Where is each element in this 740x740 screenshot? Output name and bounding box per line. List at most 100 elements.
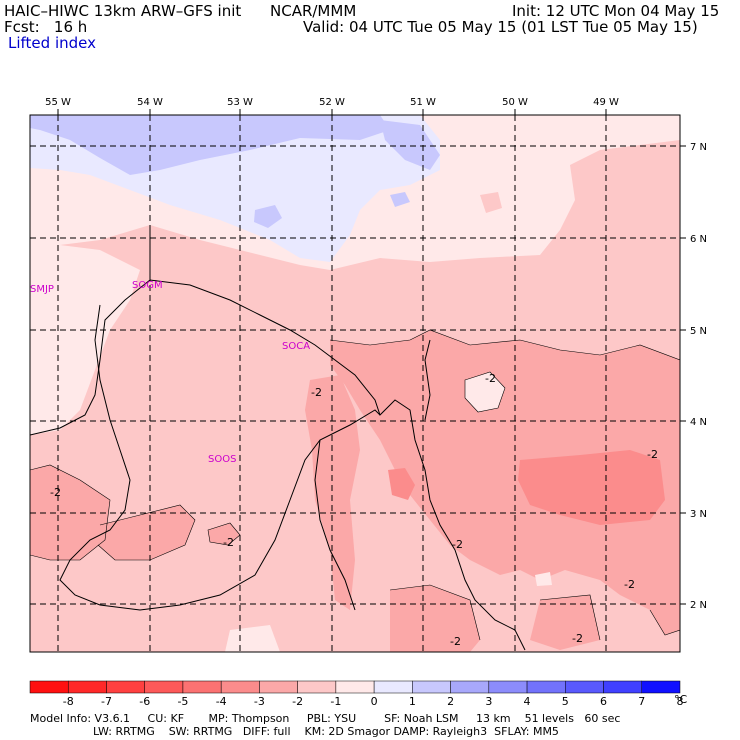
- contour-minus2-ring: [464, 371, 506, 413]
- field-positive-core: [30, 115, 390, 175]
- field-positive-blob-c: [390, 192, 410, 207]
- contour-minus2-southeast: [539, 594, 601, 641]
- lon-label: 52 W: [319, 97, 345, 108]
- field-pale-spot-b: [535, 572, 552, 586]
- colorbar-swatch: [67, 680, 107, 694]
- footer-line-2: LW: RRTMG SW: RRTMG DIFF: full KM: 2D Sm…: [30, 725, 559, 738]
- colorbar-tick-label: 1: [409, 695, 416, 708]
- field-moderate-blob: [208, 523, 240, 545]
- field-moderate-coast: [305, 375, 360, 610]
- lat-label: 2 N: [690, 600, 707, 611]
- colorbar-tick-label: 5: [562, 695, 569, 708]
- colorbar-swatch: [565, 680, 604, 694]
- field-strong-east: [518, 450, 665, 525]
- contour-label: -2: [572, 632, 583, 645]
- colorbar-tick-label: 6: [600, 695, 607, 708]
- field-positive-blob-a: [380, 120, 440, 170]
- border-guyane-brazil: [314, 439, 356, 611]
- lon-label: 55 W: [45, 97, 71, 108]
- contour-label: -2: [624, 578, 635, 591]
- station-label-soos: SOOS: [208, 454, 236, 465]
- contour-minus2-south: [389, 584, 481, 641]
- colorbar-tick-label: -7: [101, 695, 112, 708]
- contour-minus2-east: [649, 609, 680, 636]
- colorbar-tick-label: -8: [63, 695, 74, 708]
- valid-time: Valid: 04 UTC Tue 05 May 15 (01 LST Tue …: [303, 18, 698, 36]
- colorbar-swatch: [526, 680, 566, 694]
- field-moderate-south: [390, 585, 480, 652]
- field-moderate-southwest: [98, 505, 195, 560]
- contour-minus2-north: [329, 329, 680, 361]
- lat-label: 3 N: [690, 509, 707, 520]
- border-suriname-guyane: [59, 304, 381, 611]
- lon-label: 50 W: [502, 97, 528, 108]
- field-moderate-east: [330, 330, 680, 635]
- colorbar-tick-label: -1: [330, 695, 341, 708]
- center-label: NCAR/MMM: [270, 2, 357, 20]
- colorbar-swatch: [144, 680, 184, 694]
- field-moderate-southeast: [530, 595, 600, 650]
- colorbar-swatch: [106, 680, 145, 694]
- contour-minus2-blob: [207, 522, 241, 546]
- lon-label: 53 W: [227, 97, 253, 108]
- field-pale-spot-d: [225, 625, 280, 652]
- colorbar-tick-label: 4: [524, 695, 531, 708]
- field-pale-spot-a: [465, 372, 505, 412]
- lon-label: 49 W: [593, 97, 619, 108]
- colorbar-tick-label: 8: [677, 695, 684, 708]
- field-spot-c: [480, 192, 502, 213]
- colorbar-tick-label: -4: [216, 695, 227, 708]
- lat-label: 7 N: [690, 142, 707, 153]
- colorbar-swatch: [641, 680, 681, 694]
- footer-line-1: Model Info: V3.6.1 CU: KF MP: Thompson P…: [30, 712, 621, 725]
- station-label-sogm: SOGM: [132, 280, 163, 291]
- contour-label: -2: [50, 486, 61, 499]
- station-label-smjp: SMJP: [30, 284, 54, 295]
- colorbar-tick-label: -2: [292, 695, 303, 708]
- colorbar-swatch: [603, 680, 643, 694]
- colorbar-swatch: [450, 680, 490, 694]
- colorbar-swatch: [182, 680, 222, 694]
- colorbar-tick-label: 0: [371, 695, 378, 708]
- contour-label: -2: [311, 386, 322, 399]
- lon-label: 51 W: [410, 97, 436, 108]
- contour-label: -2: [485, 372, 496, 385]
- lat-label: 5 N: [690, 326, 707, 337]
- lifted-index-field: [30, 115, 680, 652]
- coastline: [30, 279, 526, 651]
- colorbar-swatch: [220, 680, 260, 694]
- contour-label: -2: [450, 635, 461, 648]
- colorbar-swatch: [335, 680, 375, 694]
- border-amapa: [424, 339, 431, 421]
- colorbar-swatch: [412, 680, 451, 694]
- colorbar-tick-label: 2: [447, 695, 454, 708]
- colorbar-swatch: [29, 680, 69, 694]
- model-title: HAIC–HIWC 13km ARW–GFS init: [4, 2, 242, 20]
- colorbar-swatch: [488, 680, 528, 694]
- colorbar-tick-label: 3: [485, 695, 492, 708]
- colorbar-tick-label: -5: [177, 695, 188, 708]
- colorbar-swatch: [259, 680, 298, 694]
- colorbar-tick-label: -3: [254, 695, 265, 708]
- colorbar-swatch: [297, 680, 337, 694]
- frame-ticks: [57, 109, 686, 605]
- station-label-soca: SOCA: [282, 341, 310, 352]
- lon-label: 54 W: [137, 97, 163, 108]
- colorbar-unit: °C: [674, 693, 688, 706]
- init-time: Init: 12 UTC Mon 04 May 15: [512, 2, 720, 20]
- contour-minus2-southwest: [97, 504, 196, 561]
- colorbar-swatch: [373, 680, 413, 694]
- contour-label: -2: [452, 538, 463, 551]
- contour-label: -2: [223, 536, 234, 549]
- contour-label: -2: [647, 448, 658, 461]
- colorbar: -8 -7 -6 -5 -4 -3 -2 -1 0 1 2 3 4 5 6 7 8: [29, 680, 684, 708]
- colorbar-tick-label: -6: [139, 695, 150, 708]
- forecast-hour: Fcst: 16 h: [4, 18, 88, 36]
- contour-minus2-west: [30, 464, 111, 561]
- lat-label: 6 N: [690, 234, 707, 245]
- map-frame: [29, 114, 681, 653]
- colorbar-tick-label: 7: [638, 695, 645, 708]
- field-positive-blob-b: [254, 205, 282, 228]
- field-name: Lifted index: [8, 34, 96, 52]
